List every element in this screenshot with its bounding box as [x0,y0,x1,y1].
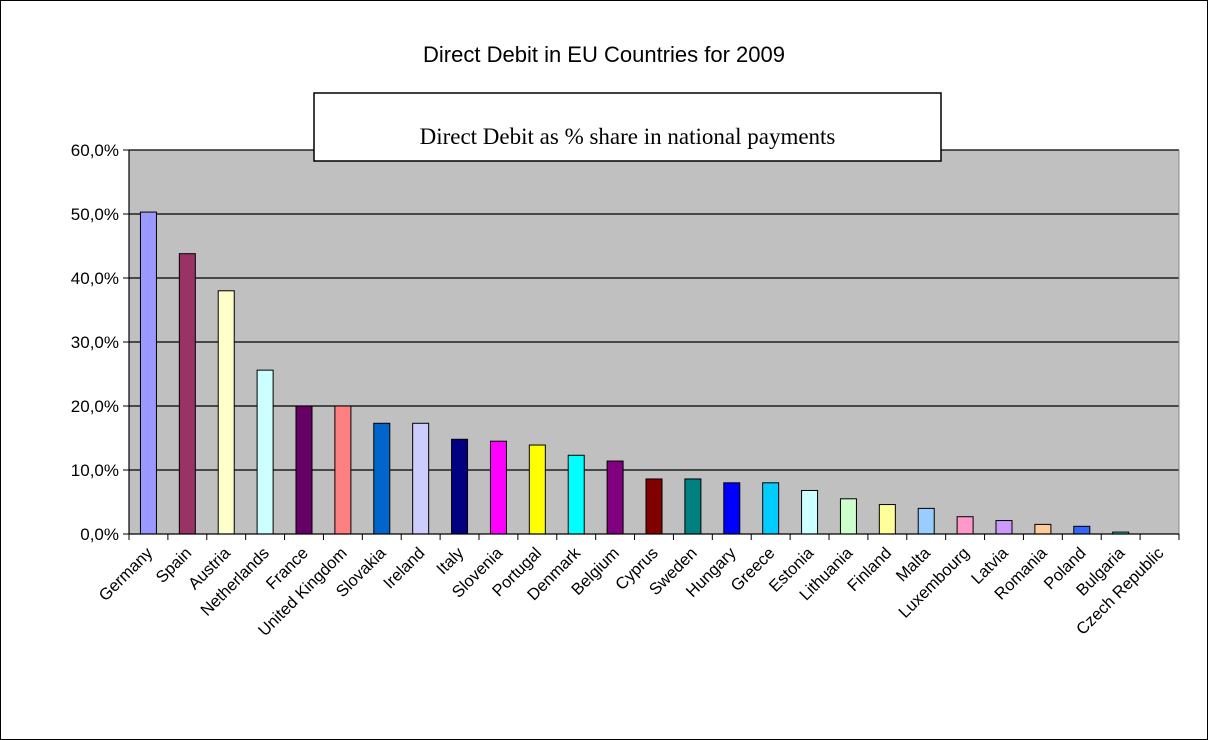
bar-romania [1034,523,1052,535]
bar-portugal [528,444,546,535]
bar-denmark [567,454,585,535]
bar-united-kingdom [334,405,352,535]
bars [139,211,1130,535]
bar-netherlands [256,369,274,535]
bar-france [295,405,313,535]
bar-belgium [606,460,624,535]
x-tick-label: Germany [96,544,157,605]
bar-austria [217,290,235,535]
bar-slovakia [373,422,391,535]
y-tick-label: 10,0% [71,461,119,480]
bar-germany [139,211,157,535]
annotation-box: Direct Debit as % share in national paym… [313,92,942,162]
y-tick-labels: 0,0% 10,0% 20,0% 30,0% 40,0% 50,0% 60,0% [71,141,119,544]
plot-area [123,149,1180,540]
y-tick-label: 0,0% [80,525,119,544]
y-tick-label: 20,0% [71,397,119,416]
x-tick-label: Italy [433,544,468,579]
x-tick-labels: GermanySpainAustriaNetherlandsFranceUnit… [96,544,1168,640]
bar-lithuania [839,498,857,535]
bar-ireland [412,422,430,535]
bar-estonia [801,489,819,535]
bar-spain [178,253,196,535]
bar-cyprus [645,478,663,535]
bar-poland [1073,525,1091,535]
y-tick-label: 60,0% [71,141,119,160]
annotation-text: Direct Debit as % share in national paym… [420,124,836,149]
bar-greece [762,482,780,535]
axes [123,149,1180,540]
x-tick-label: Finland [844,544,895,595]
bar-sweden [684,478,702,535]
bar-luxembourg [956,516,974,535]
bar-latvia [995,520,1013,535]
bar-malta [917,507,935,535]
bar-italy [451,438,469,535]
bar-slovenia [489,440,507,535]
bar-finland [878,504,896,535]
annotation-border [313,92,942,162]
y-tick-label: 30,0% [71,333,119,352]
chart-title: Direct Debit in EU Countries for 2009 [423,42,785,67]
y-tick-label: 50,0% [71,205,119,224]
bar-hungary [723,482,741,535]
y-tick-label: 40,0% [71,269,119,288]
x-tick-label: Ireland [380,544,428,592]
